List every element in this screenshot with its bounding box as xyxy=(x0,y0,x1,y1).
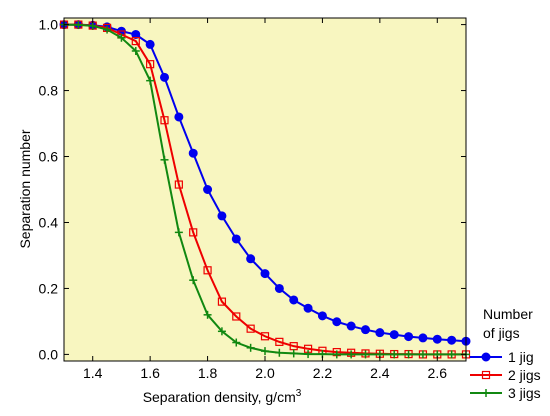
data-point-1-jig xyxy=(131,29,141,39)
y-tick-label: 0.4 xyxy=(39,214,59,230)
legend-label-2-jigs: 2 jigs xyxy=(508,367,541,383)
data-point-3-jigs xyxy=(289,349,298,358)
data-point-3-jigs xyxy=(88,21,97,30)
y-tick-label: 0.6 xyxy=(39,149,59,165)
y-axis-title: Separation number xyxy=(17,129,33,248)
data-point-3-jigs xyxy=(160,155,169,164)
data-point-2-jigs xyxy=(217,297,227,306)
x-axis-ticks: 1.4 1.6 1.8 2.0 2.2 2.4 2.6 xyxy=(83,18,447,381)
data-point-1-jig xyxy=(217,211,227,221)
legend-label-1-jig: 1 jig xyxy=(508,349,534,365)
data-point-1-jig xyxy=(432,334,442,344)
data-point-1-jig xyxy=(303,303,313,313)
data-point-2-jigs xyxy=(189,228,198,237)
legend-item-2-jigs: 2 jigs xyxy=(470,367,541,383)
legend-item-3-jigs: 3 jigs xyxy=(470,385,541,401)
data-point-3-jigs xyxy=(404,350,413,359)
data-point-2-jigs xyxy=(131,36,140,46)
data-point-1-jig xyxy=(389,330,399,340)
y-tick-label: 1.0 xyxy=(39,17,59,33)
series-3-jigs xyxy=(60,20,470,359)
data-point-1-jig xyxy=(231,234,241,244)
data-point-2-jigs xyxy=(246,324,255,333)
data-point-2-jigs xyxy=(146,60,155,69)
data-point-3-jigs xyxy=(74,20,83,29)
data-point-1-jig xyxy=(274,283,284,293)
y-tick-label: 0.0 xyxy=(39,346,59,362)
legend-title-line-2: of jigs xyxy=(483,325,520,341)
data-point-2-jigs xyxy=(160,116,169,125)
data-point-3-jigs xyxy=(418,350,427,359)
x-tick-label: 1.4 xyxy=(83,365,103,381)
x-tick-label: 1.8 xyxy=(198,365,218,381)
data-point-1-jig xyxy=(160,72,169,82)
data-point-3-jigs xyxy=(232,338,241,347)
data-point-1-jig xyxy=(346,321,356,331)
x-tick-label: 2.4 xyxy=(370,365,390,381)
legend-title: Number of jigs xyxy=(483,306,537,341)
legend-marker-2-jigs xyxy=(481,370,491,380)
data-point-1-jig xyxy=(145,39,155,49)
data-point-1-jig xyxy=(317,311,327,321)
series-layer xyxy=(59,20,471,359)
y-tick-label: 0.2 xyxy=(39,280,59,296)
data-point-1-jig xyxy=(260,269,270,279)
data-point-2-jigs xyxy=(203,266,212,275)
data-point-3-jigs xyxy=(131,46,140,55)
data-point-1-jig xyxy=(246,254,256,264)
data-point-2-jigs xyxy=(232,312,241,321)
data-point-2-jigs xyxy=(275,337,284,346)
x-axis-title-superscript: 3 xyxy=(296,388,302,399)
data-point-3-jigs xyxy=(146,76,155,85)
data-point-3-jigs xyxy=(361,350,370,359)
data-point-1-jig xyxy=(404,332,414,342)
data-point-3-jigs xyxy=(203,310,212,319)
data-point-3-jigs xyxy=(275,348,284,357)
data-point-3-jigs xyxy=(217,327,226,336)
x-tick-label: 2.0 xyxy=(255,365,275,381)
legend-marker-3-jigs xyxy=(482,389,490,397)
data-point-3-jigs xyxy=(189,276,198,285)
data-point-3-jigs xyxy=(103,25,112,34)
data-point-1-jig xyxy=(174,112,184,122)
data-point-3-jigs xyxy=(174,228,183,237)
x-axis-title-main: Separation density, g/cm xyxy=(143,389,296,405)
data-point-2-jigs xyxy=(174,180,183,189)
x-tick-label: 1.6 xyxy=(140,365,160,381)
y-tick-label: 0.8 xyxy=(39,83,59,99)
legend-item-1-jig: 1 jig xyxy=(470,349,534,365)
data-point-1-jig xyxy=(289,295,299,305)
data-point-3-jigs xyxy=(347,350,356,359)
data-point-3-jigs xyxy=(117,33,126,42)
data-point-1-jig xyxy=(447,335,457,345)
data-point-1-jig xyxy=(375,328,385,338)
data-point-3-jigs xyxy=(390,350,399,359)
legend: 1 jig 2 jigs 3 jigs xyxy=(470,349,541,401)
data-point-2-jigs xyxy=(260,332,270,341)
y-axis-ticks: 0.0 0.2 0.4 0.6 0.8 1.0 xyxy=(39,17,466,362)
data-point-3-jigs xyxy=(447,350,456,359)
data-point-3-jigs xyxy=(332,350,341,359)
legend-label-3-jigs: 3 jigs xyxy=(508,385,541,401)
data-point-1-jig xyxy=(361,325,370,335)
x-tick-label: 2.6 xyxy=(428,365,448,381)
plot-area-background xyxy=(64,18,466,361)
data-point-3-jigs xyxy=(246,343,255,352)
legend-title-line-1: Number xyxy=(483,306,533,322)
legend-marker-1-jig xyxy=(481,352,491,362)
data-point-3-jigs xyxy=(304,350,313,359)
data-point-1-jig xyxy=(188,148,198,158)
x-tick-label: 2.2 xyxy=(313,365,333,381)
data-point-3-jigs xyxy=(261,347,269,356)
data-point-1-jig xyxy=(332,317,342,327)
data-point-1-jig xyxy=(418,333,428,343)
data-point-1-jig xyxy=(203,185,213,194)
x-axis-title: Separation density, g/cm3 xyxy=(143,388,302,405)
